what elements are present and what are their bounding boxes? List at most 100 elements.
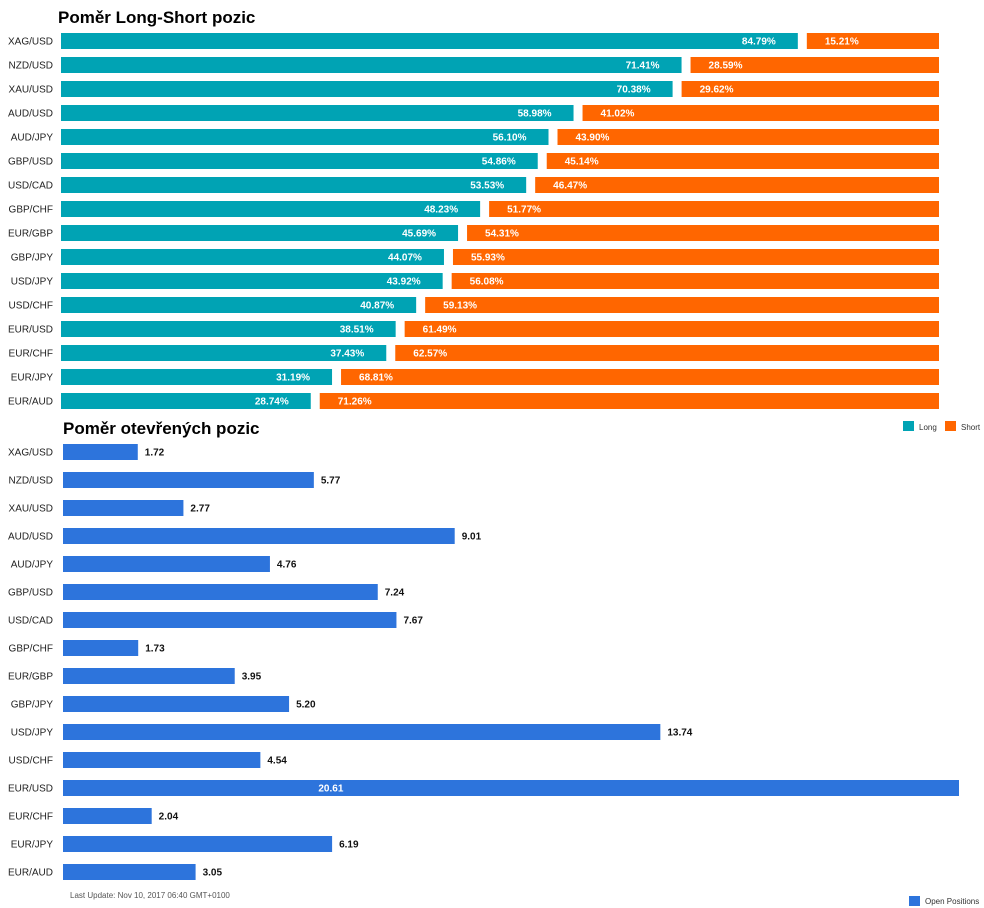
category-label: GBP/JPY bbox=[11, 700, 54, 711]
category-label: GBP/USD bbox=[8, 588, 53, 599]
last-update-text: Last Update: Nov 10, 2017 06:40 GMT+0100 bbox=[70, 891, 230, 900]
short-value-label: 54.31% bbox=[485, 229, 519, 240]
open-positions-value-label: 5.77 bbox=[321, 476, 341, 487]
category-label: USD/CHF bbox=[9, 756, 53, 767]
open-positions-bar bbox=[63, 780, 959, 796]
legend-label-long: Long bbox=[919, 423, 937, 432]
open-positions-bar bbox=[63, 500, 184, 516]
category-label: EUR/GBP bbox=[8, 229, 53, 240]
open-positions-bar bbox=[63, 696, 290, 712]
short-value-label: 28.59% bbox=[709, 61, 743, 72]
category-label: XAU/USD bbox=[9, 85, 53, 96]
long-value-label: 38.51% bbox=[340, 325, 374, 336]
category-label: EUR/CHF bbox=[9, 812, 53, 823]
open-positions-value-label: 3.05 bbox=[203, 868, 223, 879]
category-label: EUR/USD bbox=[8, 784, 53, 795]
legend-open-positions: Open Positions bbox=[909, 896, 979, 906]
category-label: AUD/USD bbox=[8, 532, 53, 543]
legend-long-short: Long Short bbox=[903, 421, 981, 432]
long-value-label: 43.92% bbox=[387, 277, 421, 288]
short-bar bbox=[319, 393, 939, 409]
category-label: EUR/GBP bbox=[8, 672, 53, 683]
open-positions-value-label: 1.72 bbox=[145, 448, 165, 459]
open-positions-bar bbox=[63, 808, 152, 824]
category-label: XAU/USD bbox=[9, 504, 53, 515]
open-positions-bar bbox=[63, 836, 333, 852]
category-label: GBP/CHF bbox=[9, 205, 53, 216]
open-positions-value-label: 20.61 bbox=[318, 784, 343, 795]
short-bar bbox=[557, 129, 939, 145]
category-label: AUD/USD bbox=[8, 109, 53, 120]
short-bar bbox=[690, 57, 939, 73]
open-positions-bar bbox=[63, 612, 397, 628]
open-positions-value-label: 4.76 bbox=[277, 560, 297, 571]
long-value-label: 84.79% bbox=[742, 37, 776, 48]
long-value-label: 31.19% bbox=[276, 373, 310, 384]
open-positions-bar bbox=[63, 864, 196, 880]
long-bar bbox=[61, 273, 443, 289]
short-value-label: 46.47% bbox=[553, 181, 587, 192]
long-bar bbox=[61, 393, 311, 409]
category-label: EUR/JPY bbox=[11, 840, 54, 851]
open-positions-bar bbox=[63, 472, 314, 488]
long-value-label: 45.69% bbox=[402, 229, 436, 240]
open-positions-bar bbox=[63, 724, 661, 740]
open-positions-value-label: 2.04 bbox=[159, 812, 179, 823]
legend-swatch-open-positions bbox=[909, 896, 920, 906]
legend-swatch-long bbox=[903, 421, 914, 431]
short-bar bbox=[806, 33, 939, 49]
long-bar bbox=[61, 225, 459, 241]
long-bar bbox=[61, 249, 444, 265]
long-value-label: 71.41% bbox=[626, 61, 660, 72]
long-short-bars: XAG/USD 84.79% 15.21% NZD/USD 71.41% 28.59% XA… bbox=[8, 33, 940, 409]
short-bar bbox=[452, 249, 939, 265]
long-bar bbox=[61, 105, 574, 121]
short-value-label: 45.14% bbox=[565, 157, 599, 168]
open-positions-value-label: 4.54 bbox=[267, 756, 287, 767]
open-positions-bars: XAG/USD 1.72 NZD/USD 5.77 XAU/USD 2.77 AUD/USD… bbox=[8, 444, 959, 880]
category-label: EUR/CHF bbox=[9, 349, 53, 360]
long-bar bbox=[61, 369, 333, 385]
short-value-label: 55.93% bbox=[471, 253, 505, 264]
long-value-label: 56.10% bbox=[493, 133, 527, 144]
legend-swatch-short bbox=[945, 421, 956, 431]
open-positions-value-label: 13.74 bbox=[667, 728, 692, 739]
category-label: USD/JPY bbox=[11, 728, 54, 739]
short-value-label: 56.08% bbox=[470, 277, 504, 288]
open-positions-bar bbox=[63, 752, 261, 768]
category-label: USD/JPY bbox=[11, 277, 54, 288]
category-label: NZD/USD bbox=[9, 61, 53, 72]
long-value-label: 53.53% bbox=[470, 181, 504, 192]
short-value-label: 43.90% bbox=[576, 133, 610, 144]
open-positions-value-label: 9.01 bbox=[462, 532, 482, 543]
category-label: NZD/USD bbox=[9, 476, 53, 487]
long-bar bbox=[61, 177, 527, 193]
open-positions-bar bbox=[63, 640, 139, 656]
short-bar bbox=[681, 81, 939, 97]
long-bar bbox=[61, 57, 682, 73]
category-label: XAG/USD bbox=[8, 37, 53, 48]
short-value-label: 41.02% bbox=[601, 109, 635, 120]
open-positions-bar bbox=[63, 556, 270, 572]
legend-label-open-positions: Open Positions bbox=[925, 897, 979, 906]
short-bar bbox=[546, 153, 939, 169]
category-label: GBP/JPY bbox=[11, 253, 54, 264]
long-bar bbox=[61, 33, 798, 49]
short-bar bbox=[341, 369, 939, 385]
chart-title-open-positions: Poměr otevřených pozic bbox=[63, 419, 260, 438]
category-label: GBP/CHF bbox=[9, 644, 53, 655]
long-bar bbox=[61, 321, 396, 337]
short-value-label: 29.62% bbox=[700, 85, 734, 96]
open-positions-value-label: 2.77 bbox=[190, 504, 210, 515]
open-positions-value-label: 5.20 bbox=[296, 700, 316, 711]
chart-title-long-short: Poměr Long-Short pozic bbox=[58, 8, 255, 27]
category-label: AUD/JPY bbox=[11, 133, 54, 144]
open-positions-bar bbox=[63, 444, 138, 460]
short-bar bbox=[395, 345, 939, 361]
long-value-label: 40.87% bbox=[360, 301, 394, 312]
open-positions-value-label: 3.95 bbox=[242, 672, 262, 683]
short-value-label: 51.77% bbox=[507, 205, 541, 216]
category-label: AUD/JPY bbox=[11, 560, 54, 571]
long-bar bbox=[61, 153, 538, 169]
